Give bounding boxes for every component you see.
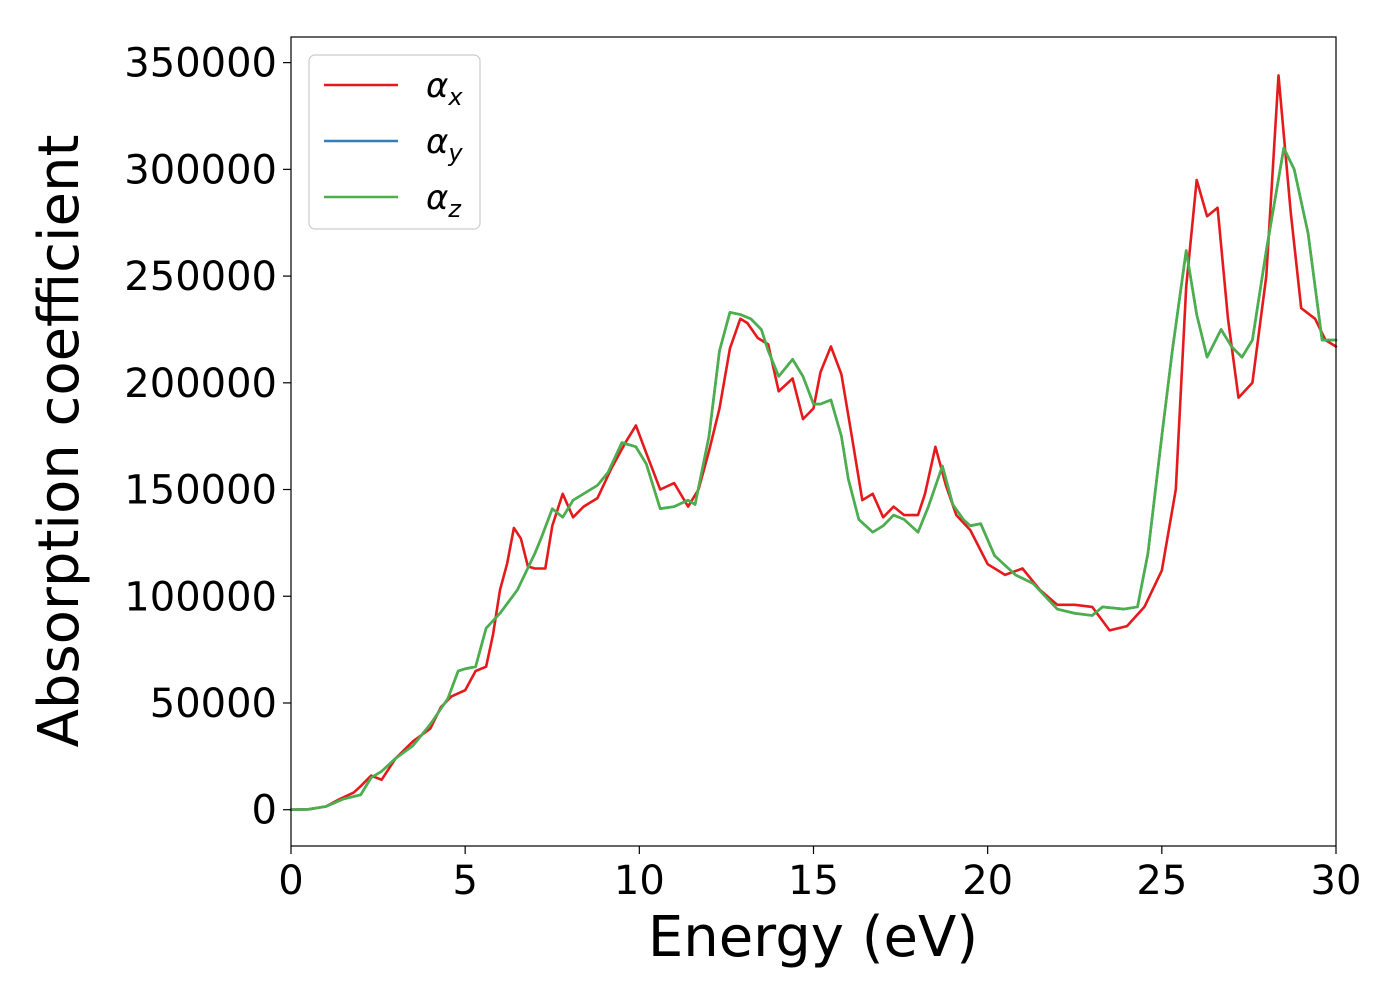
y-tick-label: 350000 (124, 41, 277, 87)
x-axis-ticks: 0 5 10 15 20 25 30 (278, 846, 1361, 904)
y-tick-label: 150000 (124, 468, 277, 514)
series-line-z (289, 146, 1338, 812)
y-axis-title: Absorption coefficient (27, 135, 92, 748)
x-tick-label: 25 (1136, 858, 1187, 904)
x-axis-title: Energy (eV) (648, 905, 978, 970)
y-tick-label: 200000 (124, 361, 277, 407)
y-tick-label: 100000 (124, 574, 277, 620)
y-tick-label: 0 (252, 788, 277, 834)
x-tick-label: 0 (278, 858, 303, 904)
y-tick-label: 300000 (124, 147, 277, 193)
series-lines (289, 74, 1338, 812)
y-tick-label: 50000 (150, 681, 277, 727)
series-line-x (289, 74, 1338, 812)
x-tick-label: 10 (614, 858, 665, 904)
x-tick-label: 20 (962, 858, 1013, 904)
y-axis-ticks: 0 50000 100000 150000 200000 250000 300000 3500… (124, 41, 291, 834)
x-tick-label: 5 (452, 858, 477, 904)
y-tick-label: 250000 (124, 254, 277, 300)
x-tick-label: 30 (1311, 858, 1362, 904)
x-tick-label: 15 (788, 858, 839, 904)
